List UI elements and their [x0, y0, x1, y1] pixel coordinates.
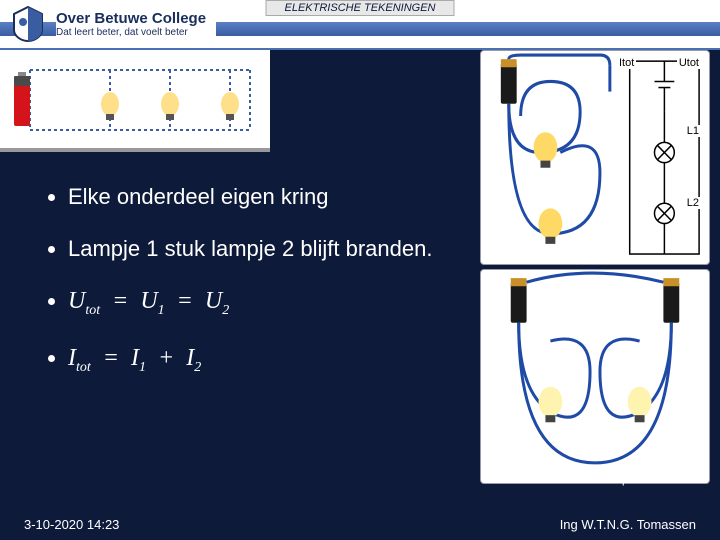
label-utot: Utot — [677, 57, 701, 69]
footer-date: 3-10-2020 14:23 — [24, 517, 119, 532]
circuit-panels: Itot Utot L1 L2 — [480, 50, 710, 470]
label-l2: L2 — [685, 197, 701, 209]
bullet-list: Elke onderdeel eigen kring Lampje 1 stuk… — [28, 184, 488, 402]
slide-content: Parallel Elke onderdeel eigen kring Lamp… — [0, 50, 720, 540]
circuit-panel-2 — [480, 269, 710, 484]
footer: 3-10-2020 14:23 Ing W.T.N.G. Tomassen — [0, 517, 720, 532]
bullet-item: Elke onderdeel eigen kring — [68, 184, 488, 210]
footer-author: Ing W.T.N.G. Tomassen — [560, 517, 696, 532]
bullet-formula-u: Utot = U1 = U2 — [68, 288, 488, 319]
page-title: ELEKTRISCHE TEKENINGEN — [266, 0, 455, 16]
school-logo — [6, 2, 50, 46]
label-itot: Itot — [617, 57, 636, 69]
circuit-panel-1: Itot Utot L1 L2 — [480, 50, 710, 265]
school-slogan: Dat leert beter, dat voelt beter — [56, 27, 206, 38]
label-l1: L1 — [685, 125, 701, 137]
bullet-formula-i: Itot = I1 + I2 — [68, 345, 488, 376]
slide-title: Parallel — [280, 44, 413, 89]
parallel-lamps-diagram — [0, 50, 270, 152]
bullet-item: Lampje 1 stuk lampje 2 blijft branden. — [68, 236, 488, 262]
source-citation: Bron: http://febs-verein.at — [580, 474, 704, 486]
header-bar: Over Betuwe College Dat leert beter, dat… — [0, 0, 720, 50]
school-name: Over Betuwe College — [56, 10, 206, 27]
